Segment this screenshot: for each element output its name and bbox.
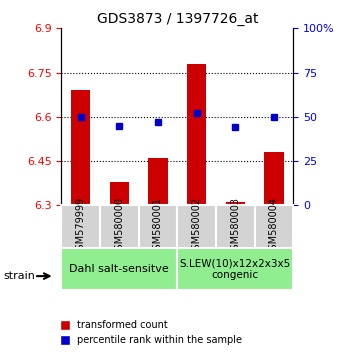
Text: S.LEW(10)x12x2x3x5
congenic: S.LEW(10)x12x2x3x5 congenic: [180, 258, 291, 280]
Bar: [110, 182, 129, 205]
Bar: [264, 152, 284, 205]
FancyBboxPatch shape: [177, 248, 293, 290]
FancyBboxPatch shape: [255, 205, 293, 248]
Bar: [148, 158, 168, 205]
FancyBboxPatch shape: [216, 205, 255, 248]
Legend: transformed count, percentile rank within the sample: transformed count, percentile rank withi…: [56, 316, 246, 349]
Text: GSM580003: GSM580003: [230, 197, 240, 256]
FancyBboxPatch shape: [139, 205, 177, 248]
FancyBboxPatch shape: [61, 248, 177, 290]
Bar: [187, 64, 206, 205]
Text: GSM580004: GSM580004: [269, 197, 279, 256]
Text: GSM579999: GSM579999: [76, 197, 86, 256]
FancyBboxPatch shape: [61, 205, 100, 248]
Text: strain: strain: [3, 271, 35, 281]
Title: GDS3873 / 1397726_at: GDS3873 / 1397726_at: [97, 12, 258, 26]
FancyBboxPatch shape: [177, 205, 216, 248]
Text: GSM580001: GSM580001: [153, 197, 163, 256]
Text: GSM580000: GSM580000: [114, 197, 124, 256]
Text: Dahl salt-sensitve: Dahl salt-sensitve: [70, 264, 169, 274]
Text: GSM580002: GSM580002: [192, 197, 202, 256]
Bar: [71, 90, 90, 205]
FancyBboxPatch shape: [100, 205, 139, 248]
Bar: [226, 202, 245, 205]
